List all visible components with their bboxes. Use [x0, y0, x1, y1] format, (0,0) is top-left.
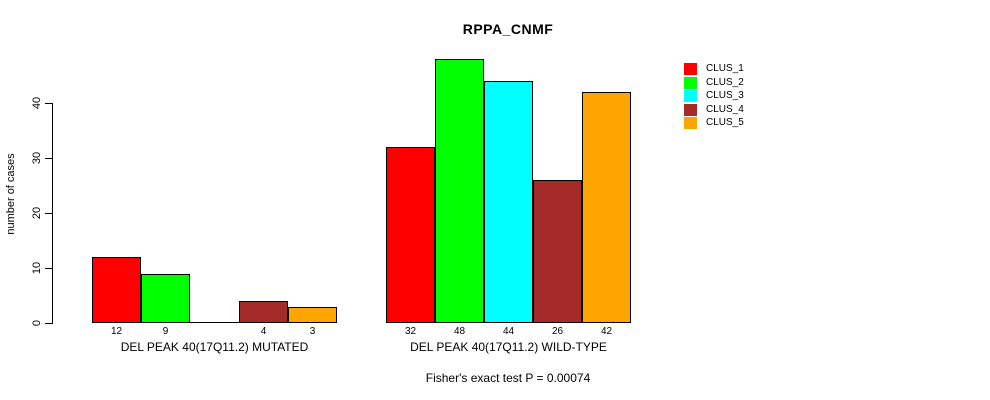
bar-value-label: 42	[600, 326, 613, 337]
y-tick-mark	[45, 158, 52, 159]
bar-value-label: 4	[260, 326, 267, 337]
bar-value-label: 12	[110, 326, 123, 337]
y-tick-mark	[45, 213, 52, 214]
bar-value-label: 3	[309, 326, 316, 337]
bar-clus_5-group1	[288, 306, 337, 323]
y-axis-label: number of cases	[5, 153, 17, 235]
legend-swatch-clus_1	[684, 63, 697, 75]
legend-label-clus_5: CLUS_5	[706, 117, 744, 128]
group-axis-label: DEL PEAK 40(17Q11.2) WILD-TYPE	[410, 340, 607, 354]
subtitle-fisher-test: Fisher's exact test P = 0.00074	[425, 371, 591, 385]
bar-clus_1-group2	[386, 147, 435, 323]
legend-label-clus_2: CLUS_2	[706, 76, 744, 88]
bar-clus_2-group1	[141, 273, 190, 323]
y-tick-label: 10	[31, 261, 43, 275]
y-tick-label: 40	[31, 96, 43, 110]
legend-swatch-clus_5	[684, 117, 697, 129]
y-tick-label: 30	[31, 151, 43, 165]
bar-clus_2-group2	[435, 59, 484, 323]
legend-label-clus_1: CLUS_1	[706, 63, 744, 74]
bar-value-label: 26	[551, 326, 564, 337]
bar-clus_3-group2	[484, 81, 533, 323]
legend-swatch-clus_2	[684, 76, 697, 89]
group-axis-label: DEL PEAK 40(17Q11.2) MUTATED	[120, 340, 309, 354]
bar-value-label: 48	[453, 326, 466, 337]
y-tick-label: 20	[31, 206, 43, 220]
bar-value-label: 32	[404, 326, 417, 337]
y-axis-line	[52, 103, 53, 324]
y-tick-label: 0	[31, 319, 43, 327]
bar-clus_4-group2	[533, 180, 582, 323]
legend-label-clus_3: CLUS_3	[706, 90, 744, 101]
legend-swatch-clus_3	[684, 90, 697, 102]
y-tick-mark	[45, 323, 52, 324]
bar-clus_1-group1	[92, 257, 141, 323]
bar-clus_5-group2	[582, 92, 631, 323]
y-tick-mark	[45, 103, 52, 104]
bar-clus_3-group1-zero	[190, 322, 239, 323]
bar-clus_4-group1	[239, 301, 288, 323]
chart-title: RPPA_CNMF	[462, 21, 554, 37]
legend-label-clus_4: CLUS_4	[706, 103, 744, 115]
bar-value-label: 9	[162, 326, 169, 337]
legend-swatch-clus_4	[684, 103, 697, 116]
bar-value-label: 44	[502, 326, 515, 337]
y-tick-mark	[45, 268, 52, 269]
